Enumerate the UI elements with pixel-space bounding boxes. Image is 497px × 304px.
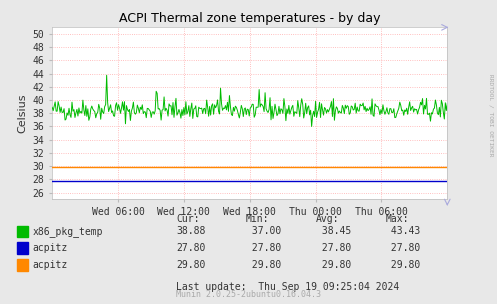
Text: Min:: Min: [246, 214, 269, 224]
Text: Max:: Max: [385, 214, 409, 224]
Text: acpitz: acpitz [32, 260, 68, 270]
Text: 27.80: 27.80 [385, 243, 420, 253]
Title: ACPI Thermal zone temperatures - by day: ACPI Thermal zone temperatures - by day [119, 12, 381, 25]
Text: Last update:  Thu Sep 19 09:25:04 2024: Last update: Thu Sep 19 09:25:04 2024 [176, 282, 400, 292]
Text: 43.43: 43.43 [385, 226, 420, 237]
Text: 27.80: 27.80 [316, 243, 351, 253]
Text: RRDTOOL / TOBI OETIKER: RRDTOOL / TOBI OETIKER [489, 74, 494, 157]
Text: 27.80: 27.80 [176, 243, 206, 253]
Text: 29.80: 29.80 [246, 260, 281, 270]
Text: 27.80: 27.80 [246, 243, 281, 253]
Text: 29.80: 29.80 [385, 260, 420, 270]
Text: 37.00: 37.00 [246, 226, 281, 237]
Text: acpitz: acpitz [32, 243, 68, 253]
Text: Munin 2.0.25-2ubuntu0.16.04.3: Munin 2.0.25-2ubuntu0.16.04.3 [176, 290, 321, 299]
Y-axis label: Celsius: Celsius [17, 94, 27, 133]
Text: x86_pkg_temp: x86_pkg_temp [32, 226, 103, 237]
Text: Avg:: Avg: [316, 214, 339, 224]
Text: 38.88: 38.88 [176, 226, 206, 237]
Text: 29.80: 29.80 [176, 260, 206, 270]
Text: 38.45: 38.45 [316, 226, 351, 237]
Text: 29.80: 29.80 [316, 260, 351, 270]
Text: Cur:: Cur: [176, 214, 200, 224]
